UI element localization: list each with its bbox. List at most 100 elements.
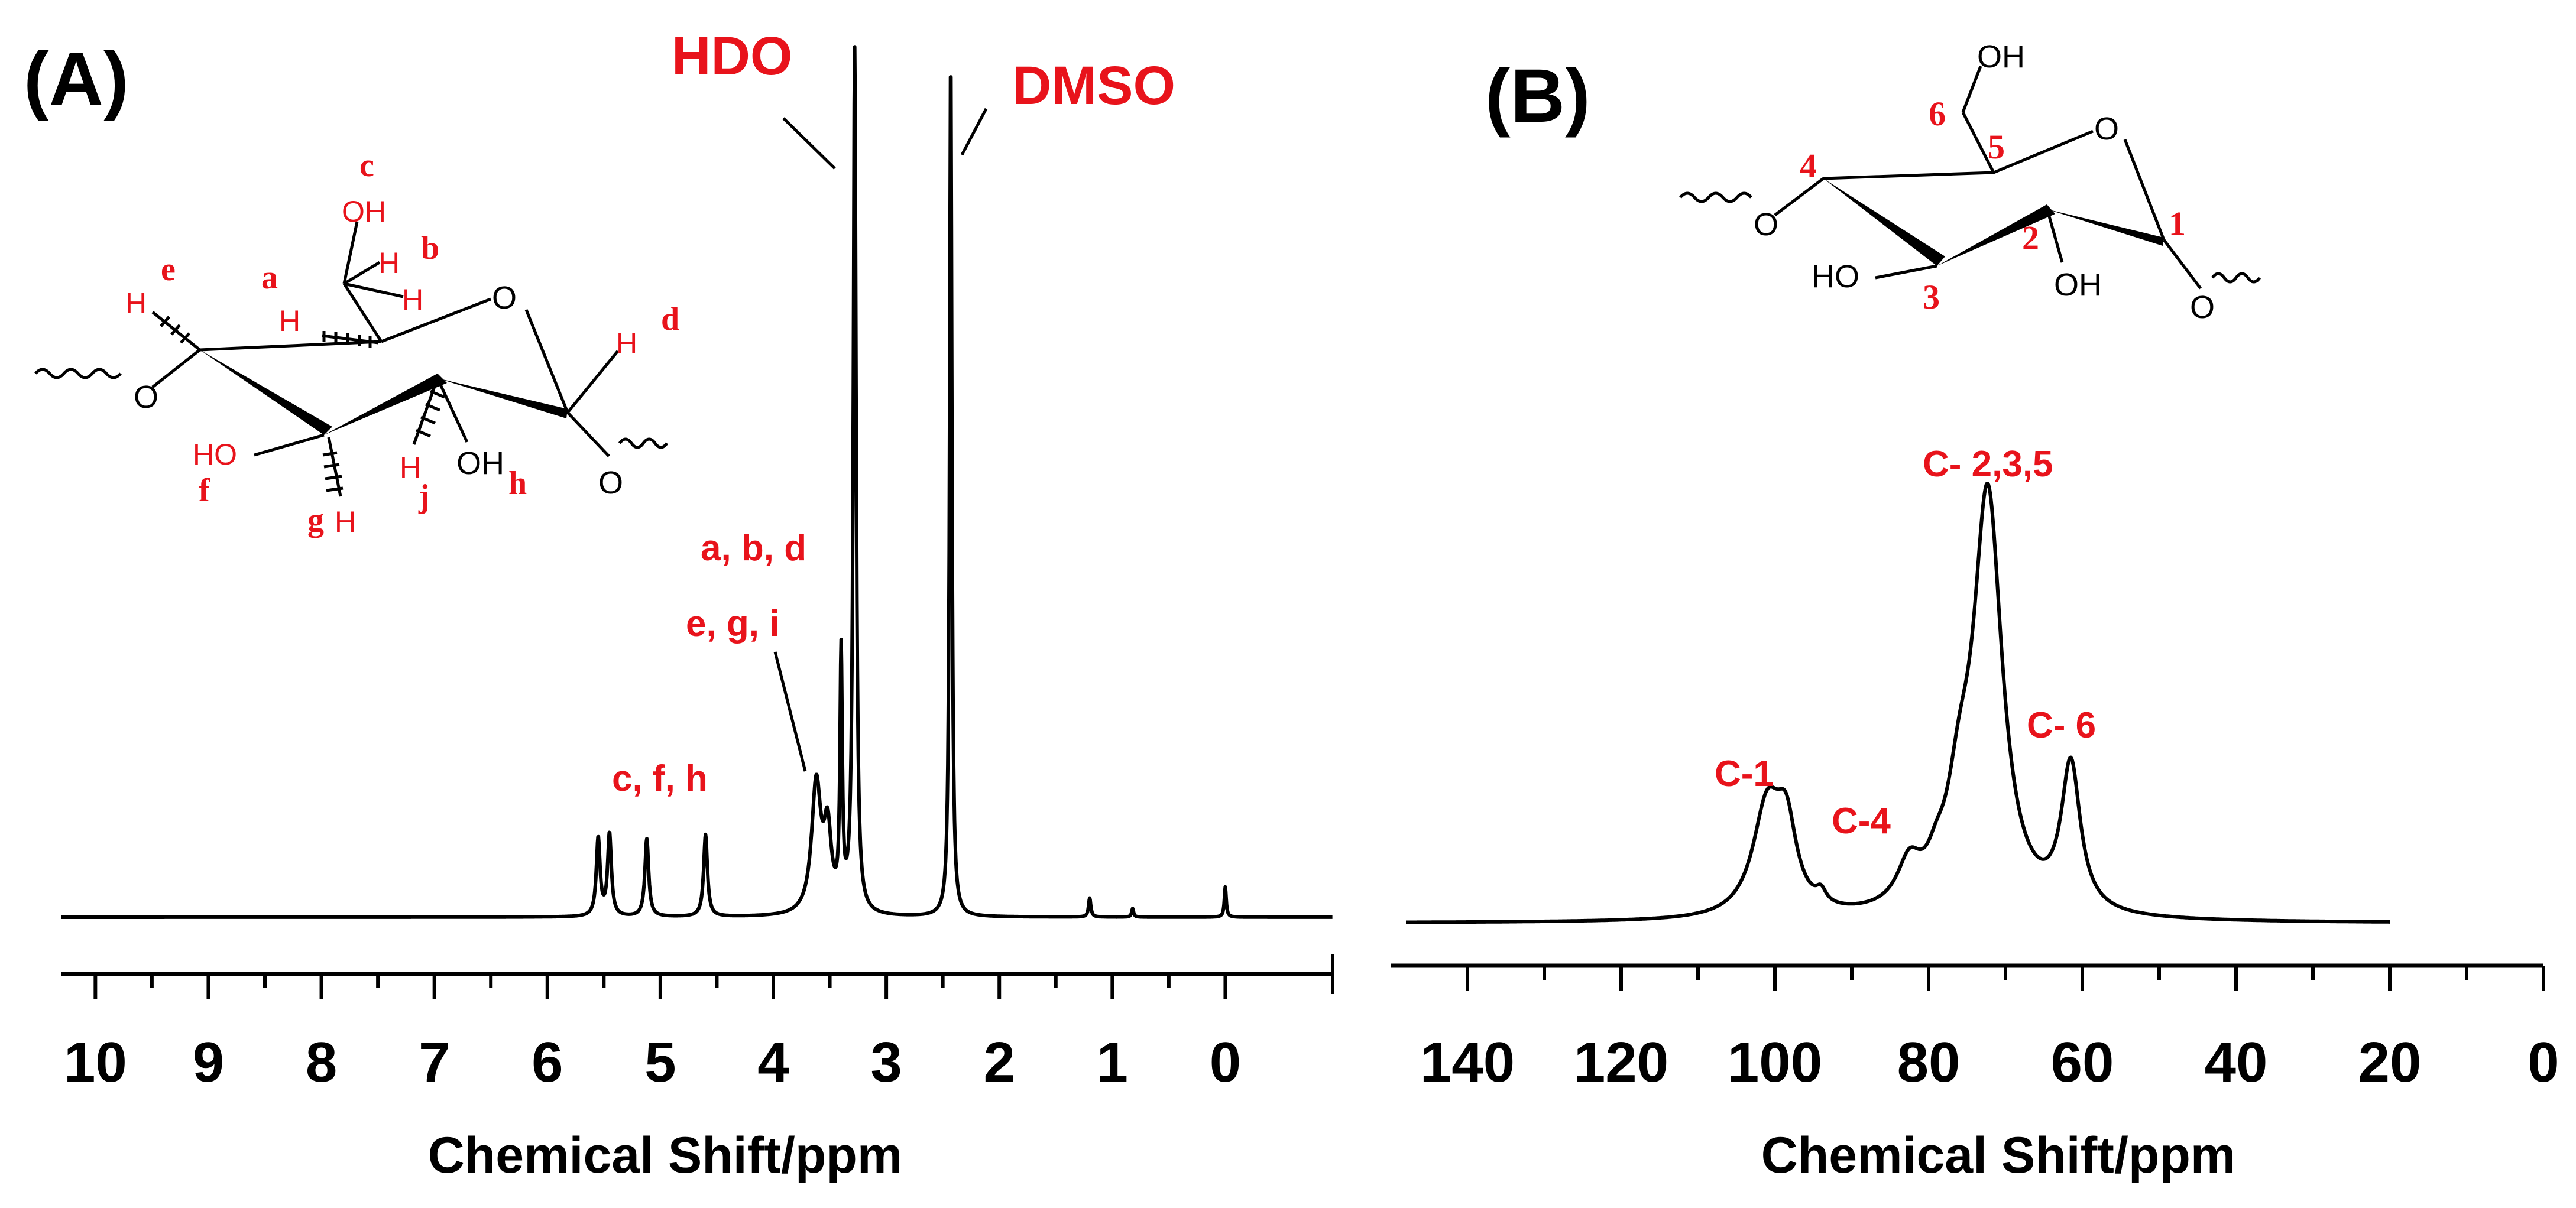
bond — [344, 282, 404, 298]
x-tick-label: 0 — [2528, 1031, 2559, 1094]
wedge-bond — [438, 378, 568, 418]
wedge-bond — [200, 350, 332, 435]
oh-c2: OH — [2054, 267, 2102, 303]
ring-o: O — [2094, 111, 2119, 147]
proton-label-d: d — [661, 301, 679, 337]
dmso-label: DMSO — [1012, 56, 1175, 116]
panel-b-label: (B) — [1485, 54, 1590, 138]
peak-label-cfh: c, f, h — [612, 758, 708, 799]
h-a: H — [279, 304, 300, 337]
x-tick-label: 60 — [2051, 1031, 2114, 1094]
c6-oh: OH — [342, 195, 386, 228]
hashed-bond — [322, 331, 379, 348]
ring-o: O — [492, 280, 517, 316]
x-tick-label: 100 — [1728, 1031, 1822, 1094]
h-d: H — [616, 327, 637, 360]
x-tick-label: 3 — [870, 1031, 902, 1094]
h-j: H — [400, 451, 421, 484]
x-tick-label: 10 — [64, 1031, 127, 1094]
bond — [2123, 139, 2166, 241]
proton-label-g: g — [307, 502, 324, 538]
carbon-label-3: 3 — [1923, 278, 1940, 316]
hashed-bond — [322, 437, 344, 497]
peak-label-c6: C- 6 — [2027, 705, 2096, 746]
panel-a-x-axis-title: Chemical Shift/ppm — [428, 1127, 903, 1184]
carbon-label-1: 1 — [2169, 204, 2186, 243]
bond — [381, 297, 491, 343]
carbon-label-6: 6 — [1929, 95, 1946, 133]
bond — [1961, 66, 1982, 113]
c6-oh: OH — [1977, 39, 2025, 74]
glycosidic-wavy-bond-right — [618, 437, 669, 449]
h-b-lower: H — [402, 283, 423, 316]
x-tick-label: 20 — [2358, 1031, 2422, 1094]
peak-label-egi: e, g, i — [686, 603, 779, 644]
bond — [1993, 129, 2094, 174]
proton-label-e: e — [161, 251, 176, 288]
peak-label-c235: C- 2,3,5 — [1923, 444, 2053, 485]
proton-label-a: a — [261, 259, 278, 296]
x-tick-label: 6 — [532, 1031, 563, 1094]
bond — [2045, 207, 2064, 263]
x-tick-label: 80 — [1897, 1031, 1961, 1094]
panel-a-glucose-structure: O O O H d OH c H H b H a — [34, 147, 679, 538]
ho-f: HO — [193, 438, 237, 471]
egi-leader-line — [773, 651, 807, 772]
atom-o-right: O — [2190, 290, 2215, 325]
wedge-bond — [1823, 178, 1945, 266]
proton-label-c: c — [359, 147, 374, 184]
bond — [343, 261, 381, 285]
h-e: H — [125, 287, 147, 320]
hdo-label: HDO — [672, 26, 792, 86]
bond — [566, 411, 610, 457]
panel-b-spectrum-line — [1405, 482, 2391, 924]
glycosidic-wavy-bond-right — [2211, 272, 2261, 284]
x-tick-label: 8 — [306, 1031, 337, 1094]
x-tick-label: 40 — [2205, 1031, 2268, 1094]
peak-label-c1: C-1 — [1715, 754, 1774, 794]
bond — [1875, 264, 1937, 280]
proton-label-h: h — [508, 465, 527, 502]
carbon-label-2: 2 — [2022, 219, 2039, 257]
x-tick-label: 0 — [1210, 1031, 1241, 1094]
x-tick-label: 120 — [1574, 1031, 1668, 1094]
x-tick-label: 140 — [1420, 1031, 1515, 1094]
bond — [524, 309, 569, 413]
carbon-label-4: 4 — [1800, 147, 1817, 185]
panel-b: (B) 140 120 100 80 60 40 20 0 Chemical Shift/pp… — [1391, 39, 2559, 1184]
panel-b-x-axis-title: Chemical Shift/ppm — [1761, 1127, 2236, 1184]
wedge-bond — [2047, 209, 2164, 246]
hashed-bond — [412, 378, 445, 445]
h-g: H — [335, 505, 356, 538]
bond — [151, 349, 201, 388]
hdo-leader-line — [782, 117, 836, 170]
x-tick-label: 1 — [1097, 1031, 1128, 1094]
bond — [199, 340, 382, 352]
peak-label-c4: C-4 — [1832, 801, 1891, 842]
h-b-upper: H — [378, 246, 400, 280]
proton-label-j: j — [418, 478, 430, 515]
bond — [436, 377, 469, 443]
panel-a-label: (A) — [24, 37, 129, 122]
atom-o-left: O — [1754, 207, 1778, 242]
proton-label-f: f — [199, 472, 210, 509]
x-tick-label: 5 — [644, 1031, 676, 1094]
bond — [342, 282, 383, 343]
panel-b-x-ticks: 140 120 100 80 60 40 20 0 — [1420, 966, 2559, 1094]
glycosidic-wavy-bond-left — [1679, 191, 1752, 203]
panel-b-glucose-structure: O O O OH 6 5 4 3 2 1 HO OH — [1679, 39, 2261, 325]
x-tick-label: 7 — [419, 1031, 450, 1094]
bond — [566, 350, 619, 414]
panel-a: (A) 10 9 8 7 6 5 4 3 2 1 0 Chemical Shift/ppm HDO … — [24, 26, 1334, 1184]
x-tick-label: 9 — [193, 1031, 224, 1094]
dmso-leader-line — [960, 108, 988, 156]
panel-a-spectrum-line — [60, 45, 1334, 919]
proton-label-b: b — [421, 230, 439, 267]
bond — [1823, 171, 1994, 180]
bond — [2163, 239, 2202, 290]
bond — [254, 433, 325, 457]
bond — [1774, 177, 1825, 216]
x-tick-label: 4 — [757, 1031, 789, 1094]
peak-label-abd: a, b, d — [701, 528, 806, 569]
